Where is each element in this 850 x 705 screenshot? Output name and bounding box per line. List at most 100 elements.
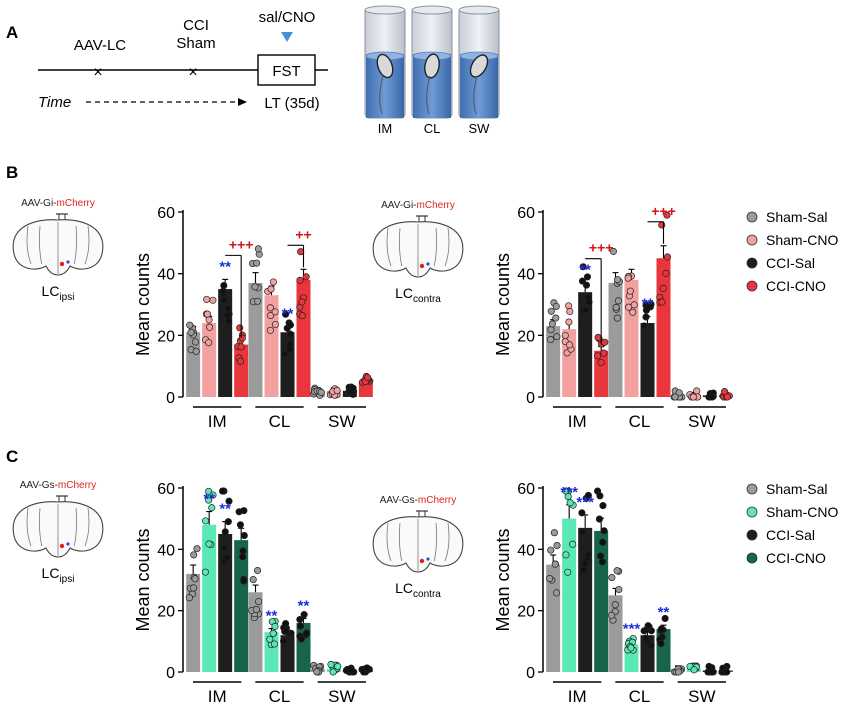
category-label-sw: SW (688, 687, 715, 705)
data-point (613, 567, 621, 575)
data-point (578, 509, 586, 517)
data-point (223, 554, 231, 562)
data-point (661, 614, 669, 623)
time-label: Time (38, 94, 71, 111)
cylinder-rim (411, 5, 453, 15)
data-point (596, 492, 604, 500)
category-label-im: IM (568, 412, 587, 431)
bar-cci-cno-im (594, 530, 609, 672)
brain-schematic-gs-ipsi: AAV-Gs-mCherry LCipsi (12, 480, 104, 585)
category-label-sw: SW (688, 412, 715, 431)
data-point (253, 259, 261, 267)
bar-cci-sal-im (218, 289, 233, 397)
data-point (671, 393, 679, 401)
data-point (206, 323, 214, 331)
data-point (657, 640, 665, 648)
y-tick-label: 20 (517, 604, 535, 621)
brain-fold (73, 507, 77, 547)
data-point (225, 497, 233, 505)
data-point (663, 211, 671, 219)
data-point (614, 276, 622, 284)
data-point (270, 640, 278, 648)
cci-cross: × (188, 64, 197, 81)
virus-label: AAV-Gs-mCherry (380, 495, 457, 506)
data-point (599, 538, 607, 546)
lc-label: LCcontra (395, 285, 441, 305)
timeline: AAV-LC × CCI Sham × sal/CNO FST Time LT … (38, 9, 328, 112)
significance-star: ** (658, 604, 670, 621)
data-point (595, 515, 603, 523)
y-tick-label: 60 (517, 481, 535, 498)
data-point (689, 393, 697, 401)
bar-cci-cno-cl (656, 258, 671, 397)
legend-marker-sham-cno (746, 234, 758, 246)
significance-star: ** (219, 258, 231, 275)
data-point (302, 630, 310, 638)
data-point (254, 245, 262, 253)
y-tick-label: 40 (157, 267, 175, 284)
data-point (201, 568, 209, 576)
brain-fold (84, 507, 90, 547)
data-point (239, 547, 247, 555)
significance-plus: +++ (589, 240, 614, 256)
data-point (579, 263, 587, 271)
legend-marker-sham-sal (746, 483, 758, 495)
data-point (236, 324, 244, 332)
lc-label: LCipsi (42, 283, 75, 303)
data-point (615, 585, 623, 594)
data-point (282, 627, 290, 635)
brain-fold (73, 225, 77, 265)
data-point (723, 668, 731, 676)
legend-label-sham-cno: Sham-CNO (766, 232, 838, 248)
y-tick-label: 40 (517, 267, 535, 284)
data-point (209, 296, 217, 304)
data-point (659, 284, 667, 292)
y-axis-label: Mean counts (493, 253, 513, 356)
y-tick-label: 20 (157, 328, 175, 345)
legend-marker-sham-cno (746, 506, 758, 518)
y-axis-label: Mean counts (133, 253, 153, 356)
bar-sham-cno-im (202, 524, 217, 672)
data-point (640, 322, 648, 330)
data-point (547, 326, 555, 334)
cylinder-label-cl: CL (424, 121, 441, 136)
data-point (609, 247, 617, 255)
data-point (562, 551, 570, 559)
data-point (221, 528, 229, 536)
data-point (584, 491, 592, 499)
data-point (298, 298, 306, 306)
significance-star: ** (203, 491, 215, 508)
data-point (566, 307, 574, 316)
data-point (600, 349, 608, 357)
data-point (624, 274, 632, 282)
data-point (185, 594, 193, 602)
category-label-im: IM (208, 687, 227, 705)
data-point (349, 384, 357, 392)
cylinder-im (364, 5, 406, 119)
significance-plus: +++ (229, 236, 254, 252)
data-point (239, 553, 247, 561)
bar-cci-cno-im (234, 344, 249, 397)
data-point (553, 333, 561, 341)
data-point (569, 540, 577, 548)
data-point (267, 285, 275, 293)
data-point (203, 295, 211, 303)
y-tick-label: 60 (157, 481, 175, 498)
lc-marker (59, 543, 65, 549)
legend-marker-cci-sal (746, 529, 758, 541)
data-point (566, 499, 574, 507)
data-point (220, 281, 228, 290)
data-point (271, 308, 279, 316)
data-point (313, 668, 321, 676)
data-point (598, 558, 606, 566)
data-point (286, 330, 295, 338)
bar-cci-cno-im (234, 540, 249, 672)
bar-sham-sal-im (546, 326, 561, 397)
data-point (584, 551, 592, 559)
data-point (550, 529, 558, 537)
legend-label-sham-sal: Sham-Sal (766, 209, 827, 225)
data-point (552, 314, 560, 322)
significance-plus: ++ (295, 226, 311, 242)
